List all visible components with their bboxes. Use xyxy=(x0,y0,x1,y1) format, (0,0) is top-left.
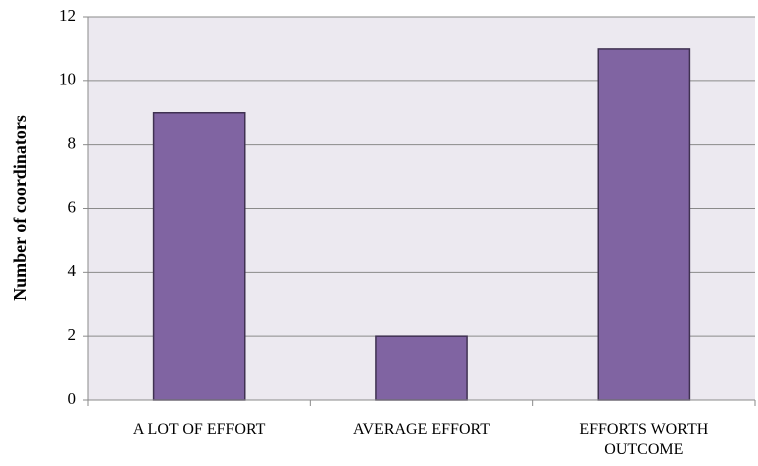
bar xyxy=(152,112,246,401)
x-tick-label: EFFORTS WORTH OUTCOME xyxy=(579,421,709,458)
bar xyxy=(375,335,468,401)
y-tick-label: 0 xyxy=(68,389,77,408)
y-tick-label: 12 xyxy=(59,6,76,25)
x-tick-label: AVERAGE EFFORT xyxy=(353,421,490,438)
y-tick-label: 2 xyxy=(68,325,77,344)
y-tick-label: 4 xyxy=(68,261,77,280)
bar xyxy=(597,48,691,401)
x-tick-label: A LOT OF EFFORT xyxy=(132,421,266,438)
y-tick-label: 8 xyxy=(68,134,77,153)
y-tick-label: 10 xyxy=(59,70,76,89)
y-axis-label: Number of coordinators xyxy=(10,115,30,301)
y-tick-label: 6 xyxy=(68,197,77,216)
